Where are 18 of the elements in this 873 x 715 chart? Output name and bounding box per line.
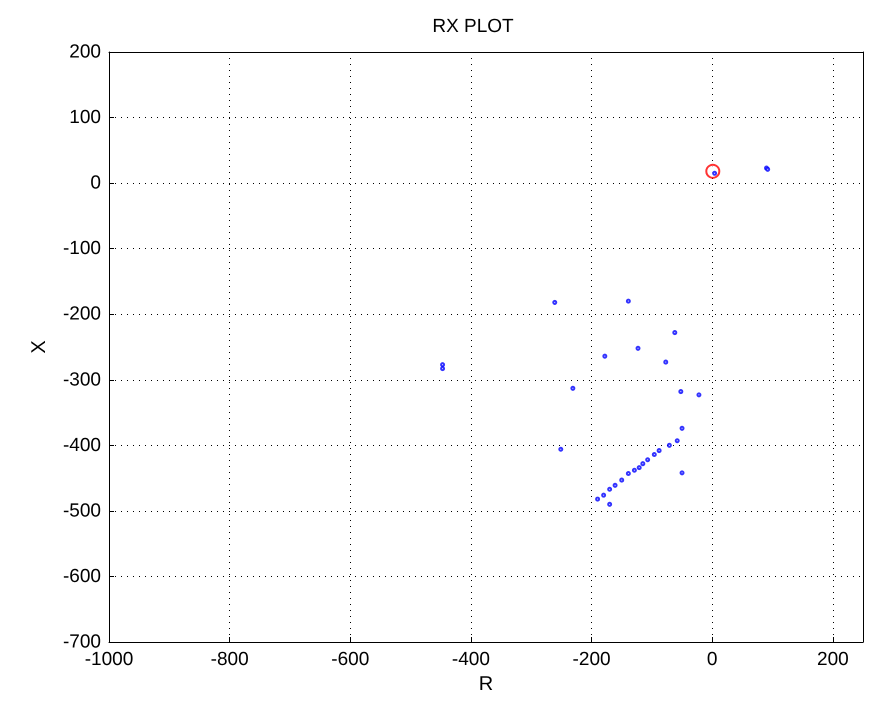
x-axis-title: R [478,673,494,695]
y-tick-label: -600 [62,566,101,587]
x-tick-label: -200 [572,649,611,670]
x-tick-label: 0 [706,649,718,670]
y-axis-title: X [28,340,50,354]
y-tick-label: -400 [62,434,101,456]
y-tick-label: -100 [62,238,101,260]
x-tick-label: 200 [816,649,849,670]
y-tick-label: -200 [62,304,101,325]
chart-title: RX PLOT [432,16,514,37]
y-tick-label: -500 [62,500,101,522]
x-tick-label: -800 [210,649,249,670]
y-tick-label: -300 [62,369,101,390]
y-tick-label: 100 [69,107,101,128]
y-tick-label: 0 [90,172,101,194]
x-tick-label: -600 [331,649,370,670]
x-tick-label: -400 [452,649,490,670]
y-tick-label: 200 [69,42,101,62]
